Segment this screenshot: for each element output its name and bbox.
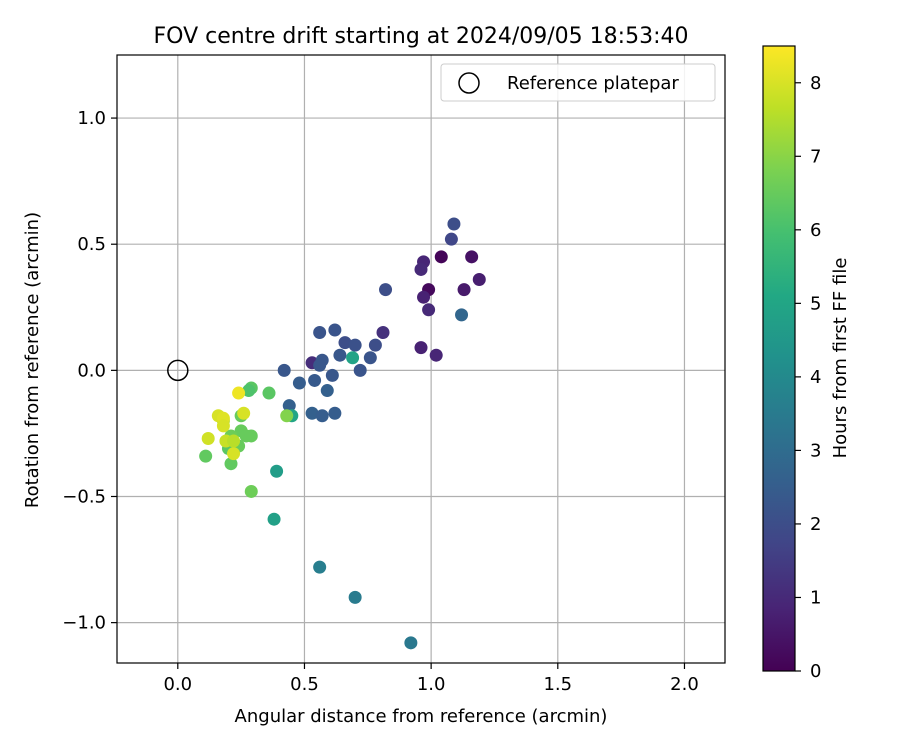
data-point — [262, 386, 276, 400]
x-tick-label: 0.5 — [290, 674, 319, 695]
x-tick-label: 1.5 — [543, 674, 572, 695]
x-axis: 0.0 0.5 1.0 1.5 2.0 — [163, 663, 699, 695]
data-point — [313, 358, 327, 372]
data-point — [320, 384, 334, 398]
data-point — [472, 273, 486, 287]
colorbar-tick-label: 1 — [810, 587, 821, 608]
data-point — [313, 326, 327, 340]
data-point — [305, 406, 319, 420]
data-point — [414, 262, 428, 276]
data-point — [434, 250, 448, 264]
data-point — [292, 376, 306, 390]
y-axis: −1.0 −0.5 0.0 0.5 1.0 — [62, 108, 117, 634]
colorbar-tick-label: 3 — [810, 440, 821, 461]
data-point — [363, 351, 377, 365]
data-point — [348, 338, 362, 352]
data-point — [227, 447, 241, 461]
data-point — [232, 386, 246, 400]
data-point — [242, 384, 256, 398]
y-tick-label: −1.0 — [62, 613, 106, 634]
colorbar-tick-label: 8 — [810, 73, 821, 94]
data-point — [244, 429, 258, 443]
legend: Reference platepar — [440, 63, 716, 102]
colorbar-tick-label: 4 — [810, 367, 821, 388]
data-point — [224, 457, 238, 471]
data-point — [455, 308, 469, 322]
data-point — [313, 560, 327, 574]
data-point — [368, 338, 382, 352]
plot-area: 0.0 0.5 1.0 1.5 2.0 −1.0 −0.5 0.0 0.5 1.0 — [62, 54, 726, 695]
y-tick-label: 0.5 — [77, 234, 106, 255]
data-point — [379, 283, 393, 297]
y-tick-label: 0.0 — [77, 360, 106, 381]
colorbar-ticks: 0 1 2 3 4 5 6 7 8 — [795, 73, 821, 682]
data-point — [346, 351, 360, 365]
data-point — [457, 283, 471, 297]
y-tick-label: 1.0 — [77, 108, 106, 129]
data-point — [328, 323, 342, 337]
data-point — [201, 431, 215, 445]
data-point — [429, 348, 443, 362]
colorbar: 0 1 2 3 4 5 6 7 8 Hours from first FF file — [762, 45, 851, 682]
data-point — [270, 464, 284, 478]
plot-background — [117, 55, 725, 663]
colorbar-tick-label: 0 — [810, 661, 821, 682]
data-point — [237, 406, 251, 420]
data-point — [280, 409, 294, 423]
data-point — [422, 303, 436, 317]
data-point — [444, 232, 458, 246]
data-point — [216, 419, 230, 433]
colorbar-gradient — [762, 45, 796, 672]
data-point — [465, 250, 479, 264]
data-point — [447, 217, 461, 231]
colorbar-tick-label: 7 — [810, 146, 821, 167]
x-axis-label: Angular distance from reference (arcmin) — [235, 706, 608, 727]
data-point — [404, 636, 418, 650]
x-tick-label: 2.0 — [670, 674, 699, 695]
plot-frame — [116, 54, 726, 664]
x-tick-label: 1.0 — [417, 674, 446, 695]
data-point — [227, 434, 241, 448]
data-point — [417, 290, 431, 304]
data-point — [328, 406, 342, 420]
colorbar-tick-label: 6 — [810, 220, 821, 241]
data-point — [277, 363, 291, 377]
y-tick-label: −0.5 — [62, 486, 106, 507]
data-point — [325, 368, 339, 382]
data-point — [376, 326, 390, 340]
colorbar-tick-label: 5 — [810, 293, 821, 314]
data-point — [333, 348, 347, 362]
data-point — [414, 341, 428, 355]
data-point — [267, 512, 281, 526]
legend-box — [440, 63, 716, 102]
data-points — [199, 217, 486, 650]
chart-title: FOV centre drift starting at 2024/09/05 … — [154, 24, 689, 49]
data-point — [353, 363, 367, 377]
legend-reference-icon — [458, 72, 480, 94]
data-point — [244, 484, 258, 498]
colorbar-label: Hours from first FF file — [830, 258, 851, 459]
data-point — [315, 409, 329, 423]
legend-entry-reference-platepar: Reference platepar — [507, 73, 679, 94]
data-point — [308, 373, 322, 387]
data-point — [282, 399, 296, 413]
reference-point-marker — [167, 359, 189, 382]
data-point — [348, 590, 362, 604]
data-point — [338, 336, 352, 350]
x-tick-label: 0.0 — [163, 674, 192, 695]
colorbar-tick-label: 2 — [810, 514, 821, 535]
data-point — [199, 449, 213, 463]
y-axis-label: Rotation from reference (arcmin) — [22, 212, 43, 508]
